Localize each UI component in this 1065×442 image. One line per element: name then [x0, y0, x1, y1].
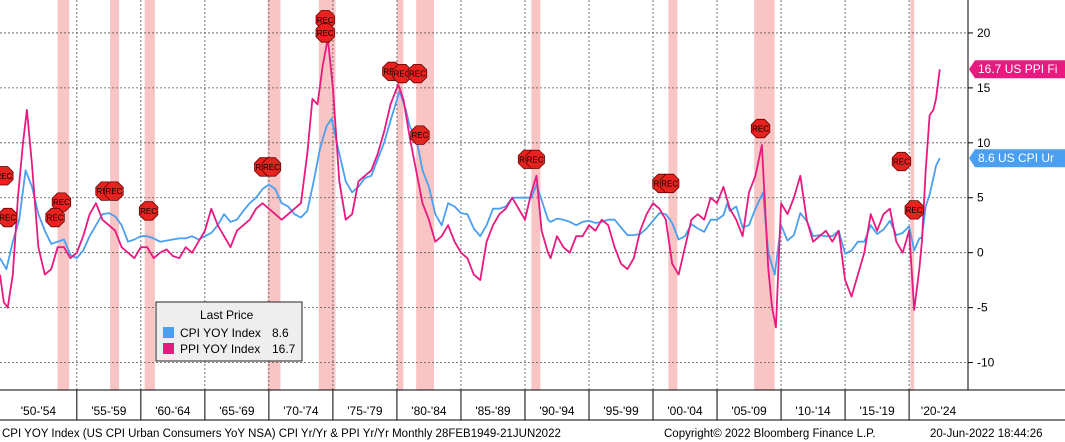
rec-marker-label-3: REC [47, 214, 64, 223]
rec-marker-label-21: REC [906, 206, 923, 215]
rec-marker-20 [891, 151, 912, 172]
series-line-ppi [0, 37, 941, 329]
rec-marker-0 [0, 166, 14, 186]
recession-band-5 [396, 0, 404, 390]
recession-band-6 [416, 0, 435, 390]
rec-marker-8 [261, 157, 282, 177]
legend-swatch-cpi [163, 327, 174, 338]
rec-marker-label-0: REC [0, 172, 13, 181]
rec-marker-18 [660, 173, 680, 194]
series-lines [0, 37, 941, 329]
legend-value-cpi: 8.6 [272, 326, 289, 340]
rec-marker-5 [104, 181, 124, 201]
last-value-tag-1 [969, 149, 1065, 168]
y-tick-label-0: 20 [977, 26, 991, 40]
rec-marker-label-8: REC [263, 163, 280, 172]
rec-marker-label-11: REC [383, 67, 400, 76]
last-value-tags: 16.7 US PPI Fi 8.6 US CPI Ur [969, 60, 1065, 168]
legend-box [155, 301, 303, 362]
rec-marker-19 [750, 118, 771, 139]
series-line-cpi [0, 90, 941, 276]
x-tick-label-7: '85-'89 [475, 404, 511, 418]
legend-value-ppi: 16.7 [272, 342, 296, 356]
rec-marker-label-19: REC [752, 125, 769, 134]
footer-timestamp: 20-Jun-2022 18:44:26 [930, 428, 1043, 440]
grid-lines [0, 0, 968, 390]
recession-band-3 [267, 0, 281, 390]
rec-marker-label-18: REC [661, 179, 678, 188]
x-tick-label-2: '60-'64 [155, 404, 191, 418]
footer: CPI YOY Index (US CPI Urban Consumers Yo… [2, 428, 1043, 440]
rec-marker-16 [525, 149, 545, 169]
footer-copyright: Copyright© 2022 Bloomberg Finance L.P. [664, 428, 876, 440]
axes [0, 0, 1065, 421]
x-tick-label-6: '80-'84 [411, 404, 447, 418]
rec-marker-label-12: REC [394, 70, 411, 79]
last-value-tag-label-1: 8.6 US CPI Ur [978, 151, 1054, 165]
y-tick-label-6: -10 [977, 356, 995, 370]
x-tick-label-13: '15-'19 [859, 404, 895, 418]
rec-marker-2 [51, 192, 72, 212]
y-tick-label-3: 5 [977, 191, 984, 205]
recession-band-10 [910, 0, 915, 390]
x-tick-label-0: '50-'54 [21, 404, 57, 418]
legend-title: Last Price [200, 308, 254, 322]
recession-band-7 [531, 0, 541, 390]
rec-marker-label-1: REC [0, 214, 16, 223]
y-tick-label-2: 10 [977, 136, 991, 150]
rec-marker-label-20: REC [893, 157, 910, 166]
x-tick-label-4: '70-'74 [283, 404, 319, 418]
rec-marker-1 [0, 207, 18, 228]
rec-marker-6 [138, 201, 159, 221]
y-tick-label-1: 15 [977, 81, 991, 95]
tick-labels: 20 15 10 5 0 -5 -10 '50-'54 '55-'59 '60-'64 '65-'6… [21, 26, 995, 418]
legend-label-cpi: CPI YOY Index [180, 326, 261, 340]
rec-marker-3 [45, 207, 65, 228]
rec-marker-21 [904, 200, 924, 220]
recession-band-2 [144, 0, 155, 390]
rec-marker-label-9: REC [317, 16, 334, 25]
legend: Last Price CPI YOY Index 8.6 PPI YOY Ind… [155, 301, 303, 362]
recession-markers: RECRECRECRECRECRECRECRECRECRECRECRECRECR… [0, 10, 924, 228]
rec-marker-label-5: REC [106, 187, 123, 196]
x-tick-label-10: '00-'04 [667, 404, 703, 418]
footer-description: CPI YOY Index (US CPI Urban Consumers Yo… [2, 428, 561, 440]
last-value-tag-0 [969, 60, 1065, 79]
rec-marker-14 [410, 125, 430, 145]
x-tick-label-8: '90-'94 [539, 404, 575, 418]
rec-marker-label-13: REC [409, 70, 426, 79]
rec-marker-13 [407, 64, 428, 84]
x-tick-label-3: '65-'69 [219, 404, 255, 418]
recession-band-8 [668, 0, 678, 390]
y-tick-label-5: -5 [977, 301, 988, 315]
rec-marker-label-16: REC [527, 155, 544, 164]
legend-label-ppi: PPI YOY Index [180, 342, 260, 356]
x-tick-label-12: '10-'14 [795, 404, 831, 418]
x-tick-label-11: '05-'09 [731, 404, 767, 418]
rec-marker-label-10: REC [317, 29, 334, 38]
y-tick-label-4: 0 [977, 246, 984, 260]
rec-marker-label-2: REC [53, 198, 70, 207]
legend-swatch-ppi [163, 343, 174, 354]
last-value-tag-label-0: 16.7 US PPI Fi [978, 62, 1057, 76]
rec-marker-10 [315, 23, 335, 43]
x-tick-label-9: '95-'99 [603, 404, 639, 418]
x-tick-label-1: '55-'59 [91, 404, 127, 418]
rec-marker-label-14: REC [412, 131, 429, 140]
rec-marker-label-6: REC [140, 207, 157, 216]
x-tick-label-5: '75-'79 [347, 404, 383, 418]
recession-band-4 [318, 0, 336, 390]
x-tick-label-14: '20-'24 [921, 404, 957, 418]
